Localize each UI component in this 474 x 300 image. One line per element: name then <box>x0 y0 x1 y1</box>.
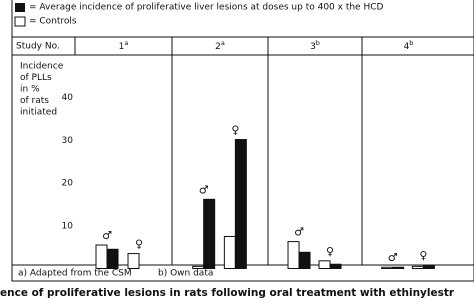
y-tick-label: 40 <box>62 93 74 103</box>
sex-label: ♂ <box>102 229 112 242</box>
bar <box>411 265 424 269</box>
study-label: 3b <box>310 39 320 52</box>
study-note: b <box>409 39 413 47</box>
footnote: a) Adapted from the CSM <box>18 269 132 279</box>
study-label: 4b <box>404 39 414 52</box>
y-axis-label: initiated <box>20 108 57 118</box>
sex-label: ♂ <box>294 226 304 239</box>
study-label: 1a <box>119 39 129 52</box>
sex-label: ♂ <box>388 251 398 264</box>
y-axis-label: of PLLs <box>20 73 52 83</box>
y-axis-label: in % <box>20 85 40 95</box>
footnote: b) Own data <box>158 269 213 279</box>
bar <box>106 248 119 270</box>
study-note: a <box>221 39 225 47</box>
y-axis-label: of rats <box>20 96 49 106</box>
bar <box>95 244 108 269</box>
y-tick-label: 10 <box>62 221 74 231</box>
sex-label: ♀ <box>419 249 427 262</box>
legend-text: = Controls <box>29 17 77 27</box>
bar <box>287 241 300 269</box>
bar <box>127 253 140 269</box>
study-note: a <box>124 39 128 47</box>
bar <box>422 264 435 270</box>
study-note: b <box>316 39 320 47</box>
legend-swatch-controls <box>14 16 26 27</box>
bar <box>223 235 236 270</box>
y-axis-label: Incidence <box>20 62 64 72</box>
sex-label: ♀ <box>231 124 239 137</box>
figure-frame <box>11 0 474 282</box>
sex-label: ♂ <box>199 183 209 196</box>
bar <box>329 263 342 270</box>
row-header: Study No. <box>16 42 60 52</box>
bar <box>298 251 311 270</box>
study-number: 2 <box>215 42 221 52</box>
legend-text: = Average incidence of proliferative liv… <box>29 3 384 13</box>
study-label: 2a <box>215 39 225 52</box>
bar <box>192 265 205 269</box>
study-number: 1 <box>119 42 125 52</box>
sex-label: ♀ <box>135 238 143 251</box>
bar <box>203 198 216 270</box>
bar <box>234 139 247 269</box>
caption: ence of proliferative lesions in rats fo… <box>0 287 455 299</box>
study-number: 4 <box>404 42 410 52</box>
bar <box>318 260 331 269</box>
study-number: 3 <box>310 42 316 52</box>
y-tick-label: 30 <box>62 136 74 146</box>
legend-swatch-treated <box>15 3 25 12</box>
bar <box>392 266 405 269</box>
y-tick-label: 20 <box>62 179 74 189</box>
sex-label: ♀ <box>326 245 334 258</box>
bar <box>381 266 394 269</box>
